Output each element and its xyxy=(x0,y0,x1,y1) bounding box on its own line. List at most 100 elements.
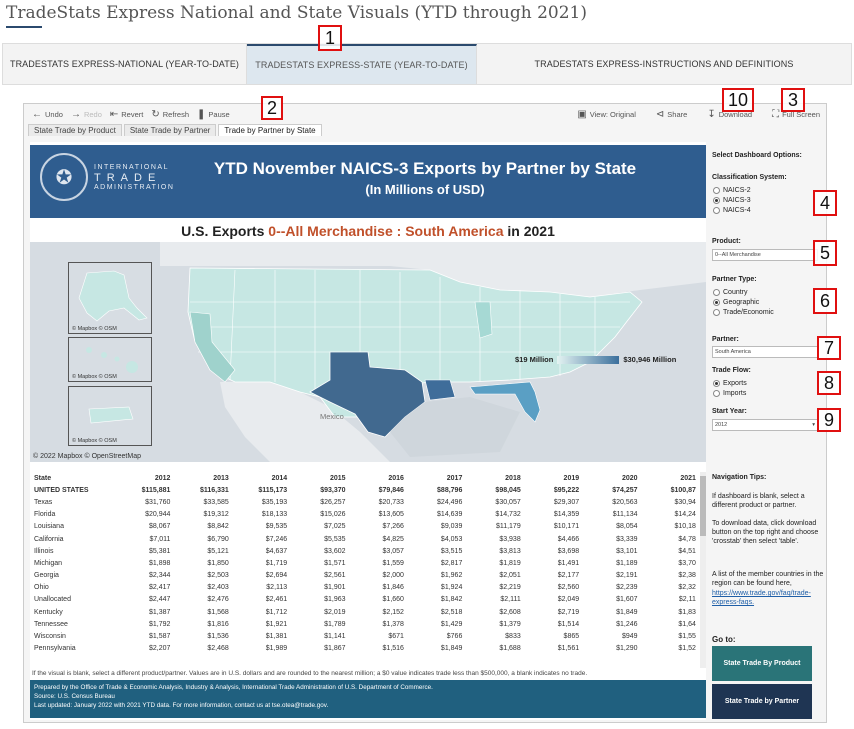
value-cell: $2,719 xyxy=(557,608,580,616)
radio-geographic[interactable]: Geographic xyxy=(713,297,774,307)
value-cell: $1,141 xyxy=(324,633,346,641)
value-cell: $3,813 xyxy=(499,547,521,555)
value-cell: $1,962 xyxy=(440,572,463,580)
view-icon: ▣ xyxy=(577,108,587,120)
state-trade-by-partner-button[interactable]: State Trade by Partner xyxy=(712,684,812,719)
refresh-button[interactable]: ↻ Refresh xyxy=(151,108,190,120)
value-cell: $5,381 xyxy=(148,547,171,555)
view-original-button[interactable]: ▣ View: Original xyxy=(577,108,636,120)
dashboard-banner: ✪ INTERNATIONAL TRADE ADMINISTRATION YTD… xyxy=(30,145,706,218)
us-map[interactable]: © Mapbox © OSM © Mapbox © OSM © Mapbox ©… xyxy=(30,242,706,462)
value-cell: $1,989 xyxy=(265,645,288,653)
fullscreen-button[interactable]: ⛶ Full Screen xyxy=(772,108,820,120)
value-cell: $2,344 xyxy=(148,572,171,580)
partner-select[interactable]: South America xyxy=(712,346,818,358)
value-cell: $30,94 xyxy=(674,498,696,506)
value-cell: $13,605 xyxy=(378,511,404,519)
radio-country[interactable]: Country xyxy=(713,287,774,297)
value-cell: $15,026 xyxy=(320,511,346,519)
table-row: Pennsylvania $2,207 $2,468 $1,989 $1,867 $1,5… xyxy=(30,643,698,655)
value-cell: $10,171 xyxy=(553,523,580,531)
sheet-tabs: State Trade by Product State Trade by Pa… xyxy=(28,124,324,136)
value-cell: $1,536 xyxy=(207,633,229,641)
table-scrollbar[interactable] xyxy=(700,472,706,668)
chevron-down-icon: ▾ xyxy=(812,422,815,428)
scrollbar-thumb[interactable] xyxy=(700,476,706,536)
faq-link[interactable]: https://www.trade.gov/faq/trade-express-… xyxy=(712,590,811,606)
table-row: Kentucky $1,387 $1,568 $1,712 $2,019 $2,152 $2… xyxy=(30,606,698,618)
undo-button[interactable]: ← Undo xyxy=(32,108,63,120)
sheet-tab-partner-state[interactable]: Trade by Partner by State xyxy=(218,124,322,136)
value-cell: $9,039 xyxy=(440,523,463,531)
radio-naics-4[interactable]: NAICS-4 xyxy=(713,205,751,215)
value-cell: $2,113 xyxy=(266,584,288,592)
start-year-heading: Start Year: xyxy=(712,408,747,415)
value-cell: $2,608 xyxy=(499,608,521,616)
radio-exports[interactable]: Exports xyxy=(713,378,747,388)
product-select[interactable]: 0--All Merchandise xyxy=(712,249,818,261)
tab-instructions[interactable]: TRADESTATS EXPRESS-INSTRUCTIONS AND DEFI… xyxy=(534,59,794,69)
value-cell: $7,011 xyxy=(149,535,171,543)
partner-type-heading: Partner Type: xyxy=(712,276,757,283)
tab-national[interactable]: TRADESTATS EXPRESS-NATIONAL (YEAR-TO-DAT… xyxy=(3,44,247,84)
value-cell: $20,944 xyxy=(145,511,171,519)
state-name-cell: Florida xyxy=(34,511,56,519)
value-cell: $1,789 xyxy=(324,620,346,628)
value-cell: $2,32 xyxy=(678,584,696,592)
goto-heading: Go to: xyxy=(712,635,736,644)
value-cell: $20,733 xyxy=(378,498,404,506)
value-cell: $2,049 xyxy=(557,596,580,604)
value-cell: $1,607 xyxy=(616,596,638,604)
value-cell: $1,561 xyxy=(557,645,580,653)
state-name-cell: Louisiana xyxy=(34,523,64,531)
viz-toolbar: ← Undo → Redo ⇤ Revert ↻ Refresh ❚ Pause ▣ Vie… xyxy=(24,104,826,124)
pause-button[interactable]: ❚ Pause xyxy=(197,108,230,120)
redo-button[interactable]: → Redo xyxy=(70,108,102,120)
value-cell: $1,660 xyxy=(382,596,404,604)
value-cell: $1,378 xyxy=(382,620,404,628)
revert-button[interactable]: ⇤ Revert xyxy=(109,108,144,120)
tab-state[interactable]: TRADESTATS EXPRESS-STATE (YEAR-TO-DATE) xyxy=(247,44,477,84)
download-button[interactable]: ↧ Download xyxy=(707,108,753,120)
state-name-cell: Tennessee xyxy=(34,620,68,628)
map-legend: $19 Million $30,946 Million xyxy=(515,355,676,364)
sheet-tab-partner[interactable]: State Trade by Partner xyxy=(123,124,217,136)
value-cell: $865 xyxy=(563,633,580,641)
value-cell: $3,70 xyxy=(678,559,696,567)
value-cell: $7,025 xyxy=(324,523,346,531)
puerto-rico-inset: © Mapbox © OSM xyxy=(68,386,152,446)
state-name-cell: Kentucky xyxy=(34,608,63,616)
share-button[interactable]: ⊲ Share xyxy=(655,108,688,120)
value-cell: $1,491 xyxy=(557,559,580,567)
annotation-7: 7 xyxy=(817,336,841,360)
value-cell: $2,417 xyxy=(148,584,171,592)
radio-trade-economic[interactable]: Trade/Economic xyxy=(713,307,774,317)
state-borders xyxy=(190,269,630,392)
value-cell: $10,18 xyxy=(674,523,696,531)
radio-naics-2[interactable]: NAICS-2 xyxy=(713,185,751,195)
value-cell: $20,563 xyxy=(612,498,638,506)
value-cell: $3,602 xyxy=(324,547,346,555)
value-cell: $7,246 xyxy=(265,535,288,543)
dashboard: ✪ INTERNATIONAL TRADE ADMINISTRATION YTD… xyxy=(30,142,706,720)
sheet-tab-product[interactable]: State Trade by Product xyxy=(28,124,122,136)
value-cell: $8,067 xyxy=(148,523,171,531)
value-cell: $1,819 xyxy=(499,559,521,567)
value-cell: $14,359 xyxy=(553,511,580,519)
state-trade-by-product-button[interactable]: State Trade By Product xyxy=(712,646,812,681)
radio-imports[interactable]: Imports xyxy=(713,388,747,398)
value-cell: $74,257 xyxy=(612,486,638,494)
nav-tips-heading: Navigation Tips: xyxy=(712,474,767,481)
value-cell: $1,712 xyxy=(265,608,288,616)
value-cell: $1,290 xyxy=(616,645,638,653)
value-cell: $2,561 xyxy=(324,572,346,580)
state-name-cell: UNITED STATES xyxy=(34,486,89,494)
value-cell: $4,637 xyxy=(265,547,288,555)
value-cell: $1,381 xyxy=(265,633,288,641)
nav-tip-blank: If dashboard is blank, select a differen… xyxy=(712,493,805,509)
start-year-select[interactable]: 2012 ▾ xyxy=(712,419,818,431)
map-copyright[interactable]: © 2022 Mapbox © OpenStreetMap xyxy=(33,453,141,460)
radio-naics-3[interactable]: NAICS-3 xyxy=(713,195,751,205)
value-cell: $3,698 xyxy=(557,547,580,555)
value-cell: $98,045 xyxy=(495,486,521,494)
